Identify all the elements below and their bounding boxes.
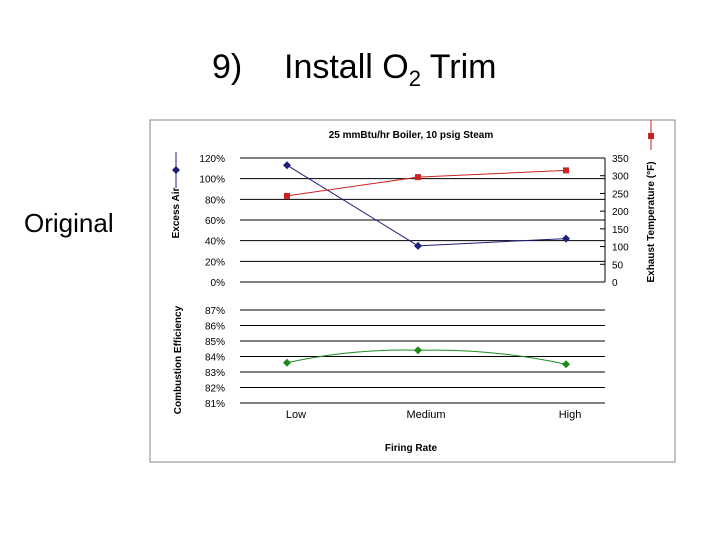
slide-heading-subscript: 2 — [408, 66, 421, 91]
y-tick-label: 81% — [205, 399, 225, 410]
y-tick-label: 80% — [205, 195, 225, 206]
chart-frame — [149, 119, 676, 463]
y-tick-label: 87% — [205, 306, 225, 317]
x-tick-label: Low — [286, 409, 306, 421]
y2-tick-label: 0 — [612, 278, 618, 289]
slide-number: 9) — [212, 48, 243, 86]
y2-tick-label: 350 — [612, 154, 629, 165]
x-tick-label: Medium — [406, 409, 445, 421]
y-tick-label: 83% — [205, 368, 225, 379]
x-tick-label: High — [559, 409, 582, 421]
y-tick-label: 120% — [199, 154, 225, 165]
excess-air-point — [283, 161, 291, 170]
y2-tick-label: 150 — [612, 225, 629, 236]
legend-key-marker — [172, 166, 180, 174]
side-label: Original — [24, 208, 114, 238]
exhaust-temperature-point — [415, 174, 421, 181]
slide-heading-main: Install O — [284, 48, 409, 86]
y-axis-label: Excess Air — [171, 188, 182, 239]
slide-heading: Install O2 Trim — [284, 48, 497, 92]
y2-tick-label: 50 — [612, 260, 624, 271]
slide-title: 9) Install O2 Trim — [0, 48, 720, 92]
exhaust-temperature-point — [284, 192, 290, 199]
y2-tick-label: 200 — [612, 207, 629, 218]
y2-tick-label: 100 — [612, 243, 629, 254]
combustion-efficiency-point — [283, 358, 291, 367]
y-tick-label: 40% — [205, 237, 225, 248]
slide-heading-end: Trim — [420, 48, 497, 86]
excess-air-point — [414, 241, 422, 250]
bottom-plot: 81% 82% 83% 84% 85% 86% 87% Low Medium High Firing… — [173, 305, 605, 454]
y-tick-label: 100% — [199, 175, 225, 186]
y-tick-label: 20% — [205, 257, 225, 268]
y-tick-label: 84% — [205, 353, 225, 364]
excess-air-point — [562, 234, 570, 243]
y2-tick-label: 300 — [612, 172, 629, 183]
y-tick-label: 0% — [211, 278, 226, 289]
y2-tick-label: 250 — [612, 189, 629, 200]
chart-title: 25 mmBtu/hr Boiler, 10 psig Steam — [329, 130, 494, 141]
y-axis-label: Combustion Efficiency — [173, 305, 184, 414]
legend-key-marker — [648, 133, 654, 139]
combustion-efficiency-point — [414, 346, 422, 355]
x-axis-label: Firing Rate — [385, 443, 438, 454]
y-tick-label: 82% — [205, 384, 225, 395]
y-tick-label: 85% — [205, 337, 225, 348]
y-tick-label: 60% — [205, 216, 225, 227]
combustion-efficiency-point — [562, 360, 570, 369]
exhaust-temperature-point — [563, 167, 569, 174]
y2-axis-label: Exhaust Temperature (°F) — [646, 161, 657, 282]
y-tick-label: 86% — [205, 322, 225, 333]
top-plot: 25 mmBtu/hr Boiler, 10 psig Steam 0% 20% 40… — [171, 120, 657, 289]
